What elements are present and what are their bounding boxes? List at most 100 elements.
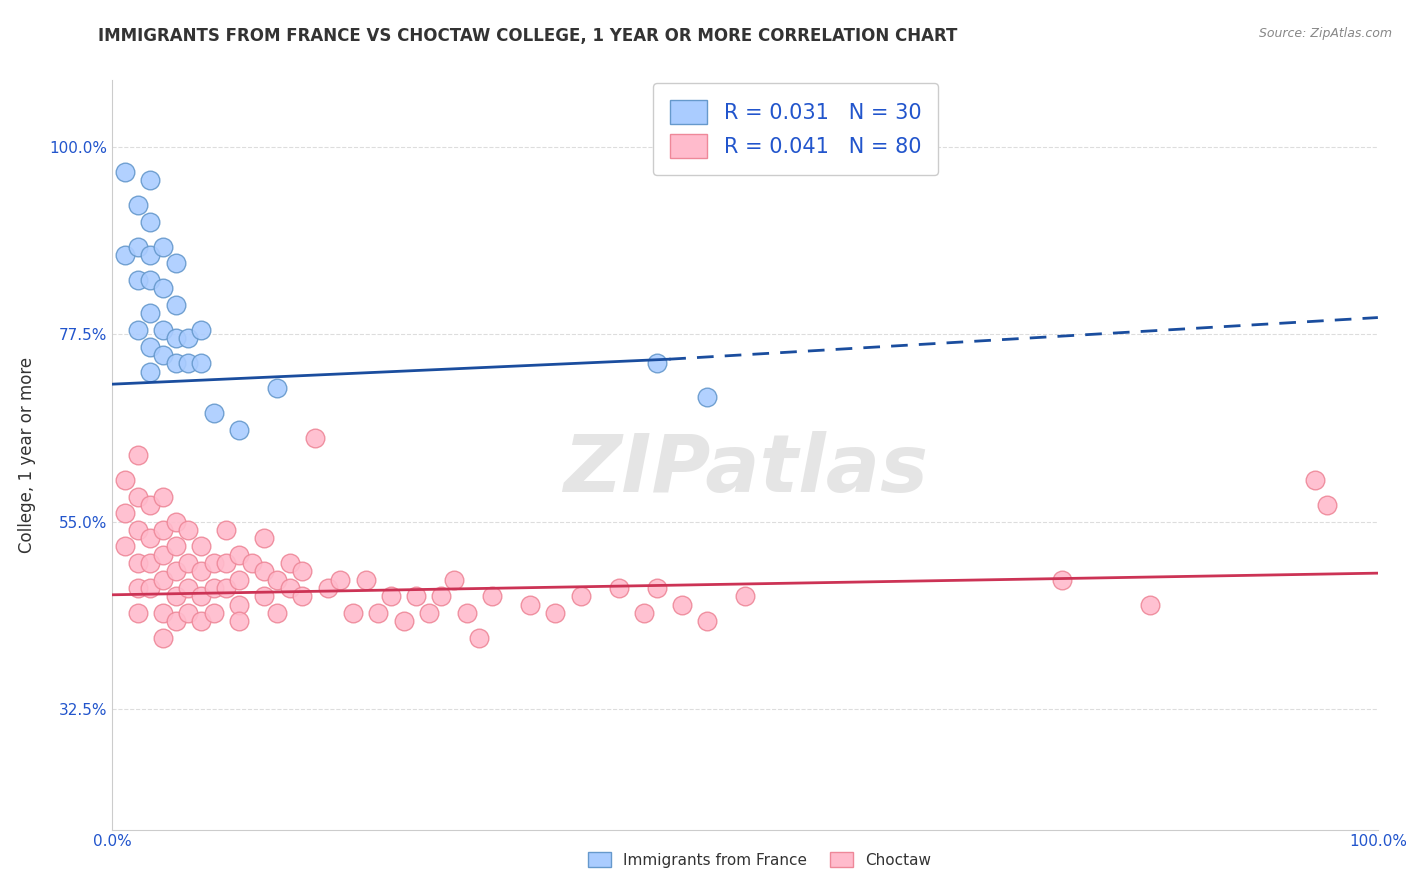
Point xyxy=(202,606,225,620)
Point xyxy=(127,523,149,537)
Point xyxy=(456,606,478,620)
Point xyxy=(316,581,339,595)
Legend: Immigrants from France, Choctaw: Immigrants from France, Choctaw xyxy=(581,844,938,875)
Point xyxy=(481,590,503,604)
Point xyxy=(190,565,212,579)
Point xyxy=(114,473,136,487)
Text: Source: ZipAtlas.com: Source: ZipAtlas.com xyxy=(1258,27,1392,40)
Point xyxy=(645,356,668,370)
Point xyxy=(443,573,465,587)
Point xyxy=(114,248,136,262)
Point xyxy=(190,540,212,554)
Point xyxy=(291,565,314,579)
Point xyxy=(177,581,200,595)
Point xyxy=(177,331,200,345)
Point xyxy=(569,590,592,604)
Point xyxy=(114,540,136,554)
Point xyxy=(278,581,301,595)
Point xyxy=(215,581,238,595)
Point xyxy=(405,590,427,604)
Point xyxy=(228,423,250,437)
Point xyxy=(734,590,756,604)
Point xyxy=(418,606,440,620)
Point xyxy=(266,573,288,587)
Point xyxy=(291,590,314,604)
Point xyxy=(177,606,200,620)
Point xyxy=(165,565,187,579)
Point xyxy=(228,615,250,629)
Point xyxy=(152,281,174,295)
Point xyxy=(139,365,162,379)
Legend: R = 0.031   N = 30, R = 0.041   N = 80: R = 0.031 N = 30, R = 0.041 N = 80 xyxy=(654,83,938,175)
Point xyxy=(253,565,276,579)
Point xyxy=(139,498,162,512)
Point xyxy=(139,581,162,595)
Point xyxy=(329,573,352,587)
Point xyxy=(139,306,162,320)
Point xyxy=(696,390,718,404)
Point xyxy=(139,248,162,262)
Point xyxy=(215,523,238,537)
Point xyxy=(152,548,174,562)
Point xyxy=(266,606,288,620)
Point xyxy=(139,215,162,229)
Point xyxy=(165,540,187,554)
Point xyxy=(152,573,174,587)
Point xyxy=(190,615,212,629)
Point xyxy=(1139,598,1161,612)
Point xyxy=(190,356,212,370)
Point xyxy=(127,448,149,462)
Point xyxy=(253,531,276,545)
Point xyxy=(392,615,415,629)
Point xyxy=(139,340,162,354)
Point xyxy=(165,331,187,345)
Point xyxy=(127,490,149,504)
Point xyxy=(114,506,136,520)
Point xyxy=(430,590,453,604)
Point xyxy=(165,615,187,629)
Point xyxy=(240,556,263,570)
Point xyxy=(202,556,225,570)
Point xyxy=(127,556,149,570)
Point xyxy=(152,606,174,620)
Point xyxy=(177,556,200,570)
Point xyxy=(228,598,250,612)
Point xyxy=(1050,573,1073,587)
Point xyxy=(1303,473,1326,487)
Point xyxy=(278,556,301,570)
Point xyxy=(152,631,174,645)
Point xyxy=(519,598,541,612)
Point xyxy=(266,381,288,395)
Point xyxy=(127,240,149,254)
Point xyxy=(354,573,377,587)
Point xyxy=(190,590,212,604)
Point xyxy=(139,556,162,570)
Point xyxy=(190,323,212,337)
Point xyxy=(380,590,402,604)
Point xyxy=(165,298,187,312)
Point xyxy=(165,356,187,370)
Point xyxy=(114,165,136,179)
Point xyxy=(645,581,668,595)
Point xyxy=(152,490,174,504)
Point xyxy=(165,515,187,529)
Point xyxy=(253,590,276,604)
Point xyxy=(633,606,655,620)
Point xyxy=(304,431,326,445)
Point xyxy=(342,606,364,620)
Point xyxy=(177,356,200,370)
Point xyxy=(202,581,225,595)
Text: ZIPatlas: ZIPatlas xyxy=(562,431,928,509)
Point xyxy=(139,531,162,545)
Point xyxy=(152,523,174,537)
Point xyxy=(671,598,693,612)
Point xyxy=(228,573,250,587)
Point xyxy=(127,581,149,595)
Point xyxy=(152,240,174,254)
Point xyxy=(127,606,149,620)
Point xyxy=(127,273,149,287)
Point xyxy=(1316,498,1339,512)
Point xyxy=(127,323,149,337)
Point xyxy=(139,173,162,187)
Point xyxy=(165,590,187,604)
